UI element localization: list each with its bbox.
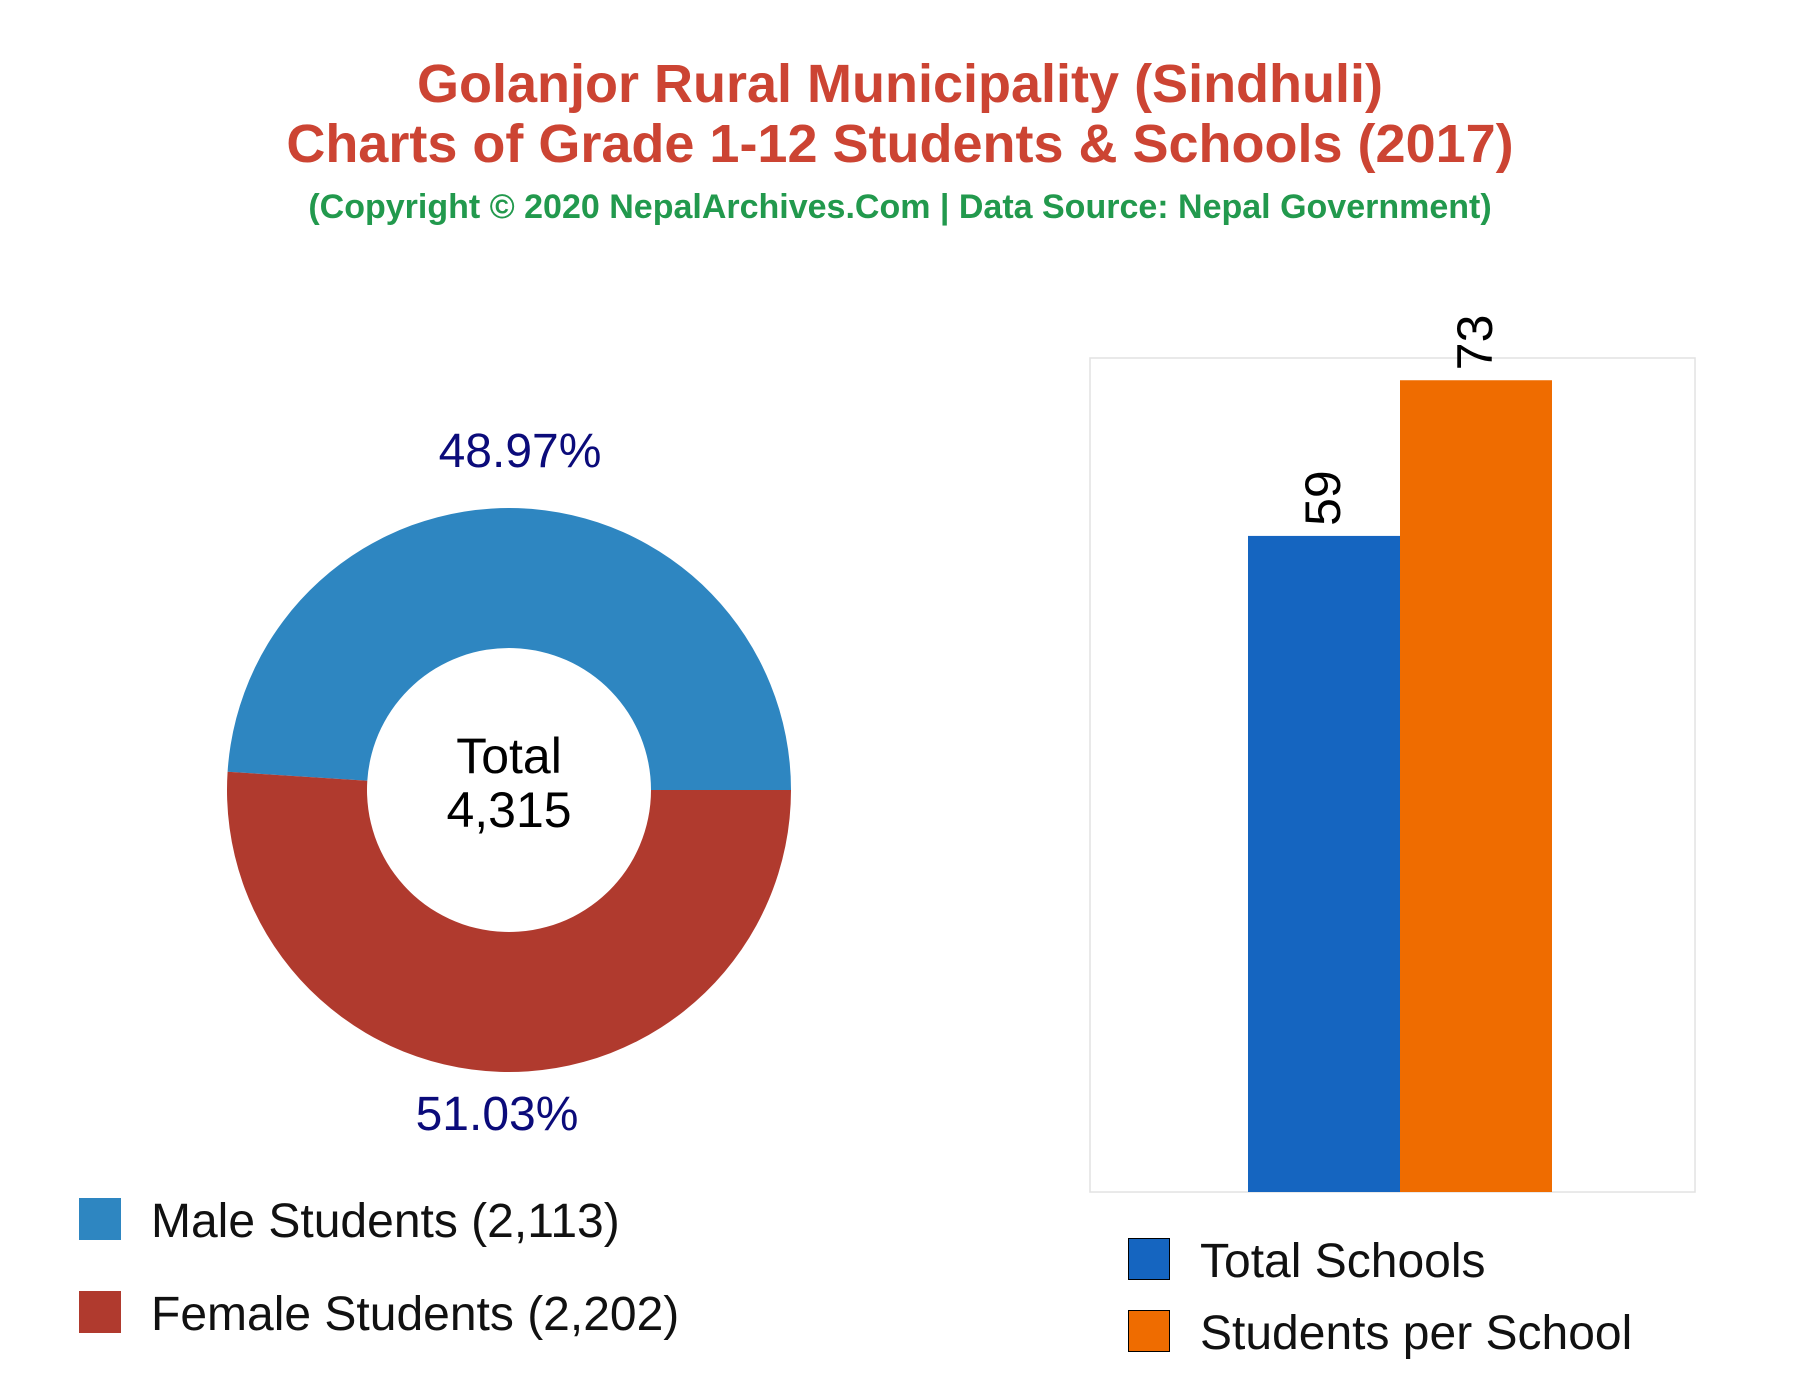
legend-swatch-students-per-school — [1128, 1310, 1170, 1352]
bar-chart: 59 73 — [1248, 315, 1552, 1192]
legend-swatch-female — [79, 1291, 121, 1333]
legend-label-total-schools: Total Schools — [1200, 1235, 1486, 1288]
chart-header: Golanjor Rural Municipality (Sindhuli) C… — [0, 0, 1800, 227]
donut-center-total-value: 4,315 — [446, 782, 571, 838]
bar-value-label-total-schools: 59 — [1295, 470, 1351, 526]
chart-subtitle: (Copyright © 2020 NepalArchives.Com | Da… — [308, 188, 1492, 226]
chart-title-line-1: Golanjor Rural Municipality (Sindhuli) — [416, 54, 1383, 114]
donut-slice-male — [227, 507, 792, 790]
donut-center-total-label: Total — [456, 728, 562, 784]
bar-value-label-students-per-school: 73 — [1447, 315, 1503, 371]
bar-students-per-school — [1400, 380, 1552, 1192]
legend-label-female: Female Students (2,202) — [151, 1288, 680, 1341]
legend-swatch-male — [79, 1198, 121, 1240]
donut-slice-female — [227, 771, 792, 1072]
legend-label-students-per-school: Students per School — [1200, 1307, 1633, 1360]
chart-title-line-2: Charts of Grade 1-12 Students & Schools … — [286, 114, 1514, 174]
bar-total-schools — [1248, 535, 1400, 1192]
donut-percent-label-male: 48.97% — [439, 425, 602, 478]
legend-label-male: Male Students (2,113) — [151, 1195, 620, 1248]
donut-percent-label-female: 51.03% — [416, 1088, 579, 1141]
legend-swatch-total-schools — [1128, 1238, 1170, 1280]
donut-chart — [227, 507, 792, 1072]
